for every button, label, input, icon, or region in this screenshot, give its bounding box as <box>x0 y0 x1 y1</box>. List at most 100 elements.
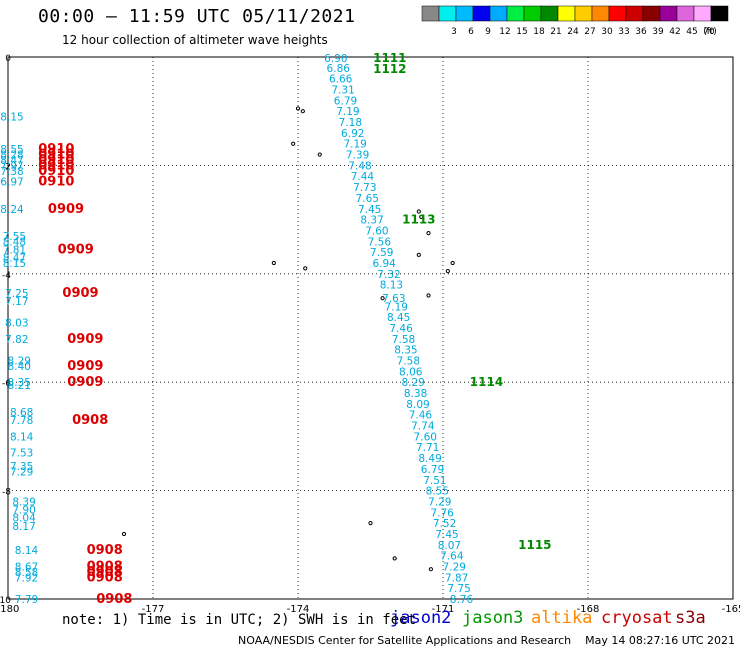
swh-value-east: 7.76 <box>430 507 454 519</box>
time-label-west: 0910 <box>38 148 74 163</box>
swh-value-west: 7.97 <box>0 160 23 172</box>
swh-value-east: 8.13 <box>380 280 403 292</box>
swh-value-west: 7.55 <box>3 231 26 243</box>
swh-value-east: 7.46 <box>409 410 433 422</box>
swh-value-east: 7.73 <box>353 182 376 194</box>
island-marker <box>121 531 127 537</box>
swh-value-east: 7.56 <box>368 236 392 248</box>
swh-value-west: 8.15 <box>3 258 26 270</box>
island-marker <box>295 106 301 111</box>
swh-value-east: 7.18 <box>339 117 362 129</box>
swh-value-east: 7.58 <box>392 334 415 346</box>
swh-value-east: 8.55 <box>426 486 449 498</box>
legend-tick-label: 6 <box>468 27 474 37</box>
legend-tick-label: 9 <box>485 27 491 37</box>
island-marker <box>416 209 421 214</box>
swh-value-west: 7.90 <box>12 505 35 517</box>
legend-tick-label: 24 <box>567 27 579 37</box>
swh-value-west: 8.39 <box>12 496 35 508</box>
swh-value-west: 8.21 <box>8 380 31 392</box>
swh-value-east: 8.37 <box>360 215 383 227</box>
island-marker <box>368 521 373 526</box>
legend-tick-label: 70 <box>703 27 715 37</box>
swh-value-east: 8.07 <box>438 540 461 552</box>
swh-value-east: 6.79 <box>421 464 444 476</box>
legend-tick-label: 36 <box>635 27 647 37</box>
swh-value-east: 6.86 <box>327 63 351 75</box>
legend-tick-label: 3 <box>451 27 457 37</box>
swh-value-east: 7.29 <box>443 561 466 573</box>
swh-value-east: 7.46 <box>389 323 413 335</box>
mission-s3a: s3a <box>675 608 706 628</box>
swh-value-west: 8.17 <box>12 521 35 533</box>
swh-value-west: 8.03 <box>5 318 28 330</box>
chart-subtitle: 12 hour collection of altimeter wave hei… <box>62 33 328 47</box>
swh-value-east: 7.59 <box>370 247 393 259</box>
swh-value-east: 8.76 <box>450 594 474 606</box>
legend-tick-label: 33 <box>618 27 629 37</box>
swh-value-west: 8.24 <box>0 204 24 216</box>
swh-value-west: 7.81 <box>3 244 26 256</box>
island-marker <box>416 252 421 257</box>
time-label-east: 1113 <box>402 213 435 227</box>
island-marker <box>380 296 385 301</box>
island-marker <box>450 260 455 266</box>
legend-tick-label: 15 <box>516 27 527 37</box>
swh-value-west: 7.17 <box>5 296 28 308</box>
swh-value-west: 8.40 <box>8 361 31 373</box>
swh-value-east: 7.45 <box>358 204 381 216</box>
legend-tick-label: 42 <box>669 27 680 37</box>
swh-value-east: 7.65 <box>356 193 379 205</box>
swh-value-west: 7.82 <box>5 334 28 346</box>
time-label-west: 0910 <box>38 158 74 173</box>
island-marker <box>419 214 424 219</box>
x-tick-label: -171 <box>432 604 455 615</box>
time-label-west: 0908 <box>87 559 123 574</box>
note-text: note: 1) Time is in UTC; 2) SWH is in fe… <box>62 612 417 628</box>
swh-value-east: 7.64 <box>440 551 464 563</box>
chart-title: 00:00 – 11:59 UTC 05/11/2021 <box>38 6 356 27</box>
swh-value-east: 7.75 <box>447 583 470 595</box>
swh-value-west: 6.97 <box>0 177 23 189</box>
swh-value-east: 6.92 <box>341 128 364 140</box>
time-label-west: 0909 <box>62 286 98 301</box>
time-label-west: 0908 <box>72 413 108 428</box>
swh-value-east: 6.90 <box>324 53 347 65</box>
swh-value-east: 7.48 <box>348 160 371 172</box>
swh-value-east: 7.60 <box>414 431 437 443</box>
swh-value-west: 8.55 <box>0 144 23 156</box>
time-label-east: 1111 <box>373 51 406 65</box>
swh-value-east: 6.94 <box>372 258 396 270</box>
swh-value-east: 7.60 <box>365 225 388 237</box>
time-label-west: 0908 <box>87 565 123 580</box>
y-tick-label: 0 <box>5 54 11 64</box>
swh-value-east: 7.51 <box>423 475 446 487</box>
x-tick-label: -180 <box>0 604 19 615</box>
swh-value-west: 7.25 <box>5 288 28 300</box>
island-marker <box>291 141 296 146</box>
swh-value-west: 7.79 <box>15 594 38 606</box>
swh-value-east: 8.38 <box>404 388 427 400</box>
swh-value-east: 7.19 <box>385 301 408 313</box>
time-label-east: 1112 <box>373 62 406 76</box>
y-tick-label: -10 <box>0 596 11 606</box>
time-label-west: 0908 <box>87 543 123 558</box>
legend-tick-label: 45 <box>686 27 697 37</box>
island-marker <box>426 231 431 236</box>
swh-value-east: 7.31 <box>331 85 354 97</box>
legend-tick-label: 39 <box>652 27 664 37</box>
color-legend: 3 6 9 12 15 18 21 24 27 30 33 36 39 42 45 70(ft) <box>421 5 729 37</box>
swh-value-east: 7.45 <box>435 529 458 541</box>
swh-value-west: 7.92 <box>15 572 38 584</box>
y-tick-label: -2 <box>2 162 11 172</box>
swh-value-west: 8.58 <box>15 567 38 579</box>
swh-value-west: 8.14 <box>10 431 34 443</box>
plot-frame <box>7 56 734 600</box>
mission-altika: altika <box>531 608 593 628</box>
time-label-east: 1114 <box>470 375 503 389</box>
plot-area: -180 -177 -174 -171 -168 -165 0 -2 -4 -6 -8 -10 6.90… <box>0 51 740 615</box>
x-tick-label: -168 <box>577 604 600 615</box>
time-label-east: 1115 <box>518 538 551 552</box>
swh-value-east: 8.49 <box>418 453 441 465</box>
swh-value-east: 7.29 <box>428 496 451 508</box>
